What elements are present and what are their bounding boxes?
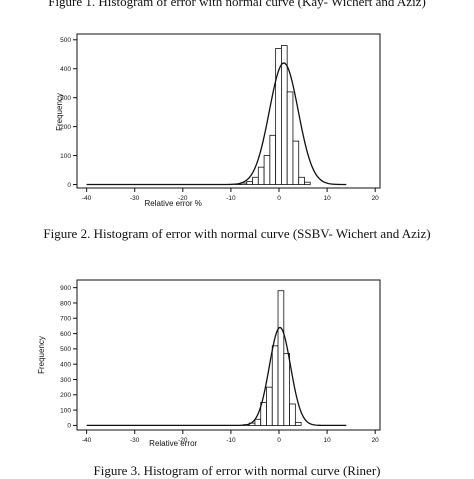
- x-tick-label: 10: [323, 195, 331, 202]
- histogram-bar: [293, 141, 299, 184]
- y-tick-label: 900: [60, 285, 71, 292]
- histogram-bar: [255, 419, 261, 425]
- y-tick-label: 400: [60, 66, 71, 73]
- y-tick-label: 0: [67, 423, 71, 430]
- histogram-bar: [304, 182, 310, 184]
- y-tick-label: 500: [60, 37, 71, 44]
- plot-frame: [77, 280, 380, 430]
- x-tick-label: -10: [226, 195, 236, 202]
- x-tick-label: 20: [372, 437, 380, 444]
- x-tick-label: -40: [82, 437, 92, 444]
- y-tick-label: 100: [60, 407, 71, 414]
- histogram-bar: [272, 346, 278, 426]
- histogram-bar: [295, 422, 301, 425]
- y-axis-label: Frequency: [37, 336, 46, 374]
- histogram-bar: [278, 291, 284, 426]
- x-tick-label: 0: [277, 195, 281, 202]
- histogram-bar: [253, 177, 259, 184]
- histogram-bar: [290, 404, 296, 425]
- normal-curve: [87, 327, 347, 425]
- histogram-bar: [258, 167, 264, 184]
- y-tick-label: 100: [60, 153, 71, 160]
- histogram-bar: [264, 156, 270, 185]
- x-tick-label: -30: [130, 437, 140, 444]
- x-tick-label: 10: [323, 437, 331, 444]
- histogram-bar: [281, 46, 287, 185]
- y-tick-label: 700: [60, 316, 71, 323]
- histogram-bar: [270, 135, 276, 184]
- y-tick-label: 300: [60, 377, 71, 384]
- x-tick-label: -30: [130, 195, 140, 202]
- histogram-bar: [276, 48, 282, 184]
- chart-2: 0100200300400500600700800900-40-30-20-10…: [37, 280, 380, 448]
- histogram-bar: [247, 182, 253, 185]
- x-tick-label: 20: [372, 195, 380, 202]
- x-tick-label: -10: [226, 437, 236, 444]
- x-axis-label: Relative error %: [145, 199, 202, 208]
- y-tick-label: 600: [60, 331, 71, 338]
- x-axis-label: Relative error: [149, 439, 197, 448]
- y-tick-label: 200: [60, 392, 71, 399]
- plot-frame: [77, 34, 380, 188]
- y-tick-label: 800: [60, 300, 71, 307]
- histogram-bar: [299, 177, 305, 184]
- x-tick-label: -40: [82, 195, 92, 202]
- normal-curve: [87, 63, 347, 185]
- histogram-bar: [287, 92, 293, 185]
- histogram-bar: [266, 387, 272, 425]
- y-tick-label: 500: [60, 346, 71, 353]
- histogram-bar: [284, 353, 290, 425]
- y-tick-label: 400: [60, 361, 71, 368]
- y-tick-label: 0: [67, 182, 71, 189]
- y-axis-label: Frequency: [55, 93, 64, 131]
- x-tick-label: 0: [277, 437, 281, 444]
